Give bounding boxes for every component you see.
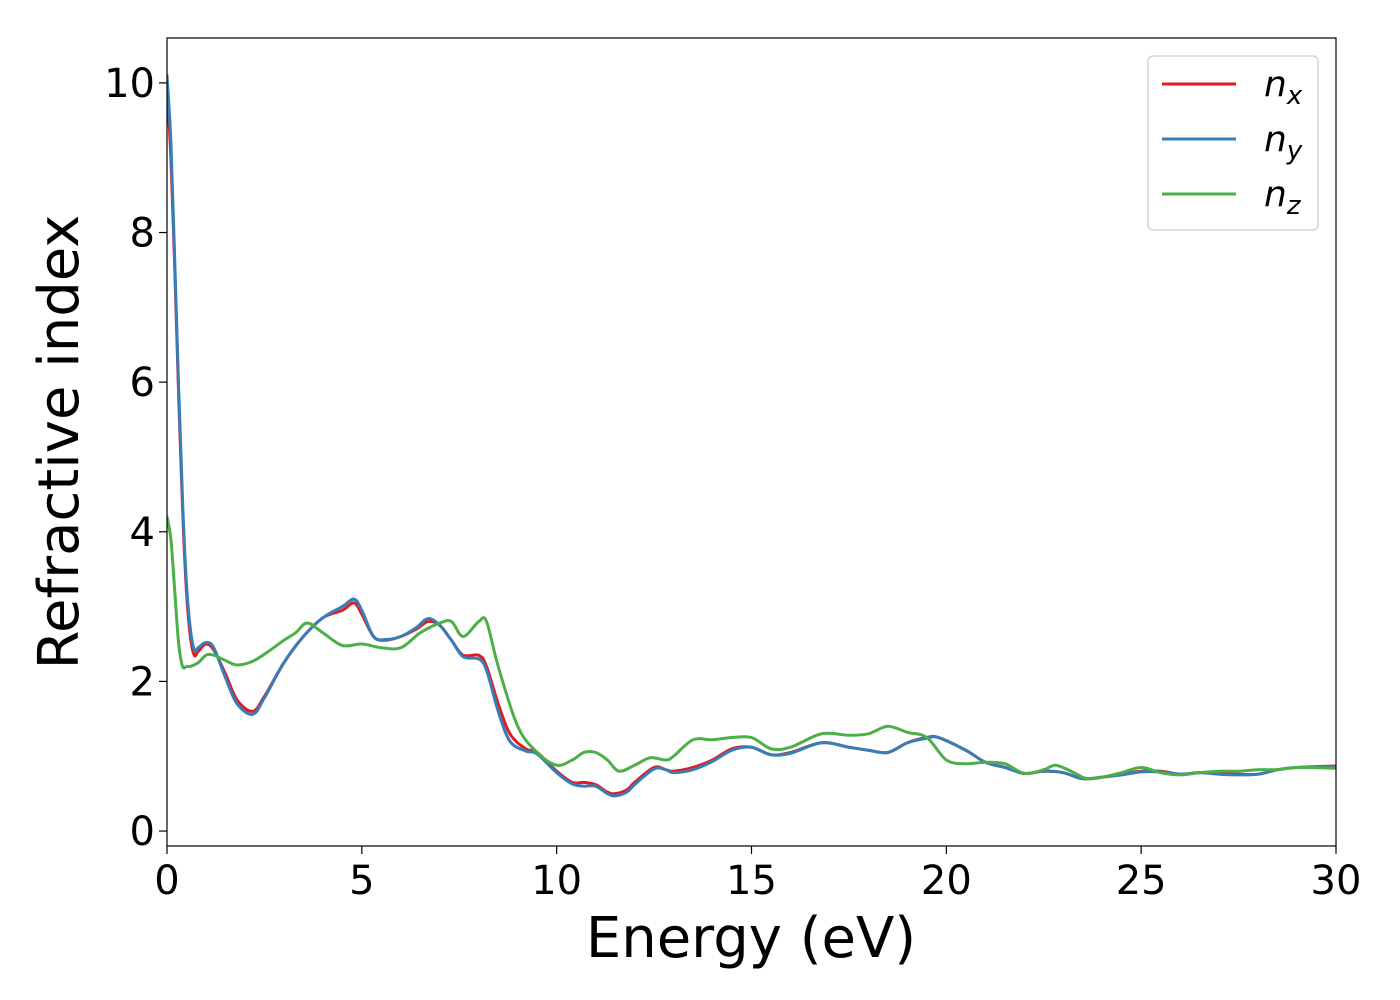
x-tick-label: 20 [921,858,972,904]
legend-label-y: ny [1264,119,1303,166]
series-line-y [167,73,1336,798]
x-axis-title: Energy (eV) [586,906,916,971]
y-tick-label: 0 [130,809,155,855]
y-tick-label: 2 [130,659,155,705]
legend-label-x: nx [1264,64,1303,111]
x-tick-label: 15 [726,858,777,904]
legend-label-z: nz [1264,174,1302,221]
x-tick-label: 30 [1311,858,1362,904]
series-line-z [167,515,1336,781]
series-lines [167,73,1336,798]
y-tick-label: 6 [130,360,155,406]
x-tick-label: 25 [1116,858,1167,904]
axis-ticks: 0 5 10 15 20 25 30 0 2 4 6 8 10 [104,61,1361,904]
x-tick-label: 0 [154,858,179,904]
legend-frame [1147,55,1319,231]
y-axis-title: Refractive index [27,215,92,670]
x-tick-label: 10 [531,858,582,904]
x-tick-label: 5 [349,858,374,904]
y-tick-label: 10 [104,61,155,107]
y-tick-label: 8 [130,211,155,257]
legend: nx ny nz [1147,55,1319,231]
y-tick-label: 4 [130,510,155,556]
